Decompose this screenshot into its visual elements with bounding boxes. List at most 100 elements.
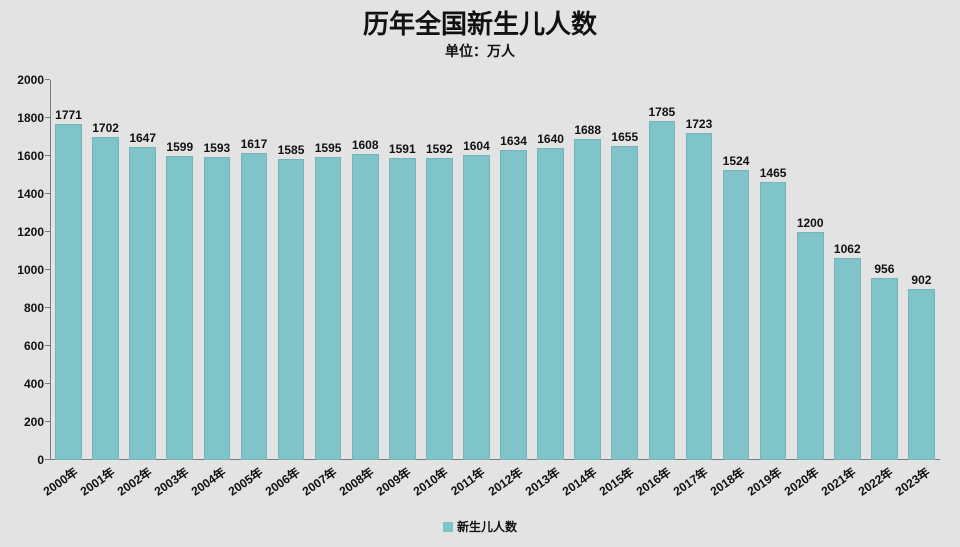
bar-slot: 15992003年: [161, 80, 198, 460]
bar-slot: 16082008年: [347, 80, 384, 460]
bar-slot: 16552015年: [606, 80, 643, 460]
ytick-mark: [45, 79, 50, 80]
ytick-mark: [45, 155, 50, 156]
xtick-label: 2005年: [225, 463, 266, 499]
ytick-mark: [45, 459, 50, 460]
bar: [797, 232, 824, 460]
ytick-label: 0: [37, 453, 44, 467]
bar-value-label: 1771: [55, 108, 82, 122]
bar: [55, 124, 82, 460]
ytick-mark: [45, 345, 50, 346]
bar: [463, 155, 490, 460]
chart-subtitle: 单位：万人: [0, 41, 960, 61]
bar: [686, 133, 713, 460]
xtick-label: 2007年: [299, 463, 340, 499]
xtick-label: 2000年: [39, 463, 80, 499]
bar-slot: 16882014年: [569, 80, 606, 460]
chart-page: 历年全国新生儿人数 单位：万人 17712000年17022001年164720…: [0, 0, 960, 547]
bar-slot: 17852016年: [643, 80, 680, 460]
legend: 新生儿人数: [0, 518, 960, 535]
ytick-label: 1600: [17, 149, 44, 163]
legend-swatch: [443, 522, 453, 532]
bar-value-label: 1723: [686, 117, 713, 131]
xtick-label: 2002年: [113, 463, 154, 499]
bar: [426, 158, 453, 460]
bar: [389, 158, 416, 460]
bar-value-label: 1634: [500, 134, 527, 148]
bar-slot: 14652019年: [755, 80, 792, 460]
bar: [871, 278, 898, 460]
ytick-mark: [45, 231, 50, 232]
bar-slot: 17232017年: [680, 80, 717, 460]
bar-value-label: 1200: [797, 216, 824, 230]
xtick-label: 2001年: [76, 463, 117, 499]
bar-value-label: 902: [911, 273, 931, 287]
bar-value-label: 1640: [537, 132, 564, 146]
ytick-mark: [45, 383, 50, 384]
xtick-label: 2022年: [855, 463, 896, 499]
bar-slot: 16172005年: [235, 80, 272, 460]
bar-value-label: 1592: [426, 142, 453, 156]
bar-value-label: 1617: [241, 137, 268, 151]
xtick-label: 2004年: [187, 463, 228, 499]
bar-slot: 17712000年: [50, 80, 87, 460]
bar: [166, 156, 193, 460]
bar-slot: 16342012年: [495, 80, 532, 460]
ytick-mark: [45, 193, 50, 194]
xtick-label: 2014年: [558, 463, 599, 499]
bar: [760, 182, 787, 460]
bar-slot: 15922010年: [421, 80, 458, 460]
bar-value-label: 1465: [760, 166, 787, 180]
xtick-label: 2017年: [670, 463, 711, 499]
bar: [611, 146, 638, 460]
bar-value-label: 1591: [389, 142, 416, 156]
bar: [278, 159, 305, 460]
xtick-label: 2021年: [818, 463, 859, 499]
ytick-label: 1000: [17, 263, 44, 277]
bar: [500, 150, 527, 460]
bar-value-label: 1688: [574, 123, 601, 137]
xtick-label: 2006年: [262, 463, 303, 499]
bar: [129, 147, 156, 460]
xtick-label: 2023年: [892, 463, 933, 499]
ytick-mark: [45, 117, 50, 118]
bar: [315, 157, 342, 460]
bar-value-label: 1524: [723, 154, 750, 168]
bar-slot: 16472002年: [124, 80, 161, 460]
ytick-label: 400: [24, 377, 44, 391]
ytick-mark: [45, 307, 50, 308]
bar: [723, 170, 750, 460]
xtick-label: 2008年: [336, 463, 377, 499]
ytick-label: 800: [24, 301, 44, 315]
xtick-label: 2020年: [781, 463, 822, 499]
bar: [352, 154, 379, 460]
xtick-label: 2003年: [150, 463, 191, 499]
xtick-label: 2012年: [484, 463, 525, 499]
bar: [834, 258, 861, 460]
xtick-label: 2009年: [373, 463, 414, 499]
bar-value-label: 1702: [92, 121, 119, 135]
bar-slot: 15242018年: [718, 80, 755, 460]
bar-slot: 16402013年: [532, 80, 569, 460]
bar-slot: 10622021年: [829, 80, 866, 460]
bar-value-label: 1595: [315, 141, 342, 155]
bar-value-label: 1785: [649, 105, 676, 119]
xtick-label: 2011年: [448, 463, 489, 499]
chart-title: 历年全国新生儿人数: [0, 10, 960, 39]
bar-slot: 15912009年: [384, 80, 421, 460]
ytick-label: 1800: [17, 111, 44, 125]
ytick-mark: [45, 269, 50, 270]
bar-value-label: 1647: [129, 131, 156, 145]
bar: [537, 148, 564, 460]
xtick-label: 2015年: [595, 463, 636, 499]
bar-value-label: 1655: [611, 130, 638, 144]
bar-value-label: 1599: [166, 140, 193, 154]
bar: [241, 153, 268, 460]
ytick-label: 2000: [17, 73, 44, 87]
ytick-mark: [45, 421, 50, 422]
bar-value-label: 1585: [278, 143, 305, 157]
bar: [649, 121, 676, 460]
bar-slot: 16042011年: [458, 80, 495, 460]
bar-value-label: 1062: [834, 242, 861, 256]
xtick-label: 2016年: [632, 463, 673, 499]
